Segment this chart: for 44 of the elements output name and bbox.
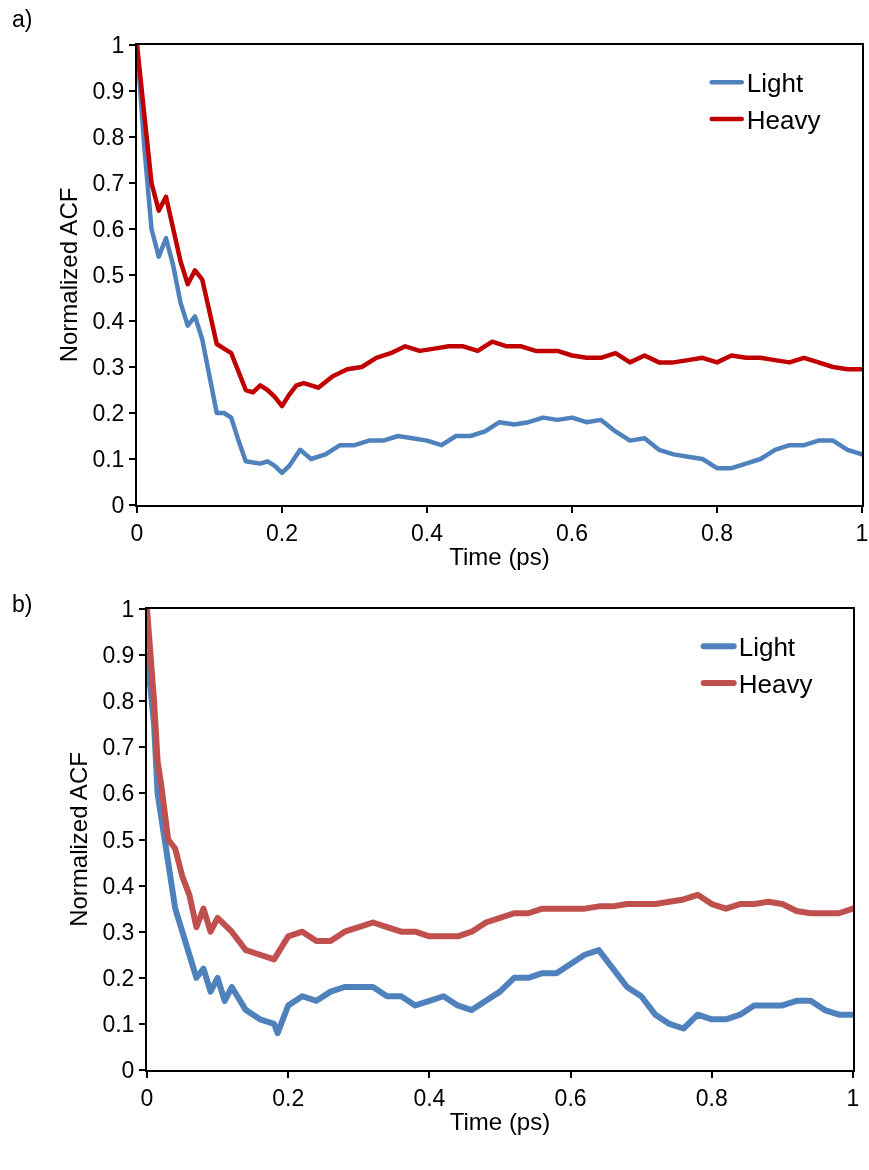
y-tick-label: 0.6 xyxy=(92,216,125,243)
y-tick-label: 0.5 xyxy=(102,826,135,853)
x-tick-label: 1 xyxy=(855,519,869,546)
y-tick-label: 0.9 xyxy=(92,78,125,105)
legend-label: Light xyxy=(746,68,804,99)
x-axis-title: Time (ps) xyxy=(449,543,550,571)
x-tick-label: 0.8 xyxy=(701,519,733,546)
y-tick-label: 0.3 xyxy=(102,918,135,945)
y-tick-label: 0.1 xyxy=(102,1010,135,1037)
y-axis-title: Normalized ACF xyxy=(65,752,93,927)
x-tick-label: 0.6 xyxy=(556,519,588,546)
y-tick-label: 0.4 xyxy=(92,308,125,335)
y-axis-title: Normalized ACF xyxy=(55,187,83,363)
y-tick-label: 0.5 xyxy=(92,262,125,289)
x-axis-title: Time (ps) xyxy=(449,1108,551,1136)
line-series xyxy=(137,45,862,409)
x-tick-label: 0.2 xyxy=(266,519,298,546)
y-tick-label: 0.1 xyxy=(92,446,125,473)
x-tick-label: 0.4 xyxy=(411,519,444,546)
y-tick-label: 0.7 xyxy=(92,170,125,197)
legend-label: Heavy xyxy=(746,105,821,136)
x-tick-label: 1 xyxy=(846,1084,860,1111)
y-tick-label: 0.2 xyxy=(92,400,125,427)
y-tick-label: 0.8 xyxy=(102,688,135,715)
y-tick-label: 1 xyxy=(111,32,125,59)
x-tick-label: 0.4 xyxy=(413,1084,446,1111)
y-tick-label: 0.6 xyxy=(102,780,135,807)
y-tick-label: 0.2 xyxy=(102,964,135,991)
x-tick-label: 0.6 xyxy=(554,1084,587,1111)
x-tick-label: 0.2 xyxy=(272,1084,305,1111)
y-tick-label: 0.3 xyxy=(92,354,125,381)
y-tick-label: 0.9 xyxy=(102,642,135,669)
y-tick-label: 0.7 xyxy=(102,734,135,761)
x-tick-label: 0.8 xyxy=(695,1084,728,1111)
y-tick-label: 0 xyxy=(111,492,125,519)
y-tick-label: 0 xyxy=(121,1057,135,1084)
text: a) xyxy=(12,6,33,32)
legend-label: Heavy xyxy=(738,669,813,700)
y-tick-label: 1 xyxy=(121,596,135,623)
legend-label: Light xyxy=(738,632,796,663)
y-tick-label: 0.8 xyxy=(92,124,125,151)
x-tick-label: 0 xyxy=(140,1084,154,1111)
y-tick-label: 0.4 xyxy=(102,872,135,899)
text: b) xyxy=(12,591,33,617)
